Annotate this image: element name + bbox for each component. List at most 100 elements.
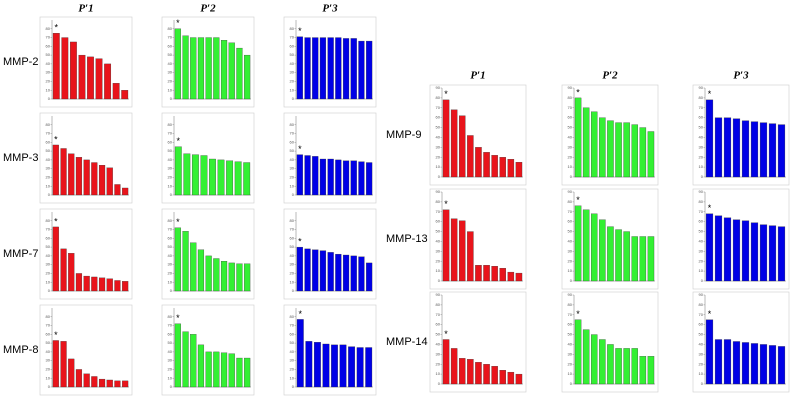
y-tick-label: 40 <box>436 239 441 244</box>
bar <box>350 38 357 100</box>
bar <box>342 160 350 196</box>
bar <box>331 344 338 388</box>
y-tick-label: 70 <box>290 35 295 40</box>
y-tick-label: 80 <box>436 302 441 307</box>
bar <box>197 249 205 292</box>
bar <box>174 28 181 100</box>
y-tick-label: 80 <box>568 302 573 307</box>
bar <box>174 323 181 388</box>
bar <box>705 319 714 385</box>
y-tick-label: 70 <box>436 209 441 214</box>
annotation: * <box>54 216 58 226</box>
y-tick-label: 70 <box>46 323 51 328</box>
y-tick-label: 20 <box>46 175 51 180</box>
y-tick-label: 80 <box>168 218 173 223</box>
y-tick-label: 0 <box>292 96 295 101</box>
annotation: * <box>176 313 180 323</box>
bar <box>319 250 327 292</box>
bar <box>319 37 327 100</box>
annotation: * <box>708 89 712 99</box>
bar <box>777 226 786 282</box>
y-tick-label: 20 <box>290 175 295 180</box>
y-tick-label: 40 <box>168 157 173 162</box>
y-tick-label: 40 <box>568 239 573 244</box>
panel-frame <box>692 84 790 186</box>
bar <box>723 339 732 385</box>
y-tick-label: 30 <box>46 262 51 267</box>
panel-frame <box>283 112 377 204</box>
bar <box>296 246 303 292</box>
bar <box>114 380 121 388</box>
y-tick-label: 60 <box>699 115 704 120</box>
y-tick-label: 10 <box>290 87 295 92</box>
y-tick-label: 30 <box>436 144 441 149</box>
y-tick-label: 0 <box>292 288 295 293</box>
y-tick-label: 90 <box>436 85 441 90</box>
bar <box>305 341 313 388</box>
bar <box>574 319 582 385</box>
y-tick-label: 50 <box>568 125 573 130</box>
bar <box>768 123 777 178</box>
bar <box>750 121 759 178</box>
y-tick-label: 0 <box>570 381 573 386</box>
y-tick-label: 0 <box>570 174 573 179</box>
y-tick-label: 40 <box>46 349 51 354</box>
bar <box>459 358 466 385</box>
bar <box>91 376 98 388</box>
bar <box>705 213 714 282</box>
bar <box>60 148 67 196</box>
bar <box>615 229 622 282</box>
bar <box>723 217 732 282</box>
bar <box>574 205 582 282</box>
y-tick-label: 60 <box>436 115 441 120</box>
y-tick-label: 30 <box>46 358 51 363</box>
y-tick-label: 70 <box>436 105 441 110</box>
y-tick-label: 60 <box>699 322 704 327</box>
y-tick-label: 90 <box>568 189 573 194</box>
y-tick-label: 20 <box>168 271 173 276</box>
y-tick-label: 80 <box>436 95 441 100</box>
y-tick-label: 60 <box>568 322 573 327</box>
row-label: MMP-2 <box>3 56 38 68</box>
bar <box>615 348 622 385</box>
y-tick-label: 70 <box>168 227 173 232</box>
bar <box>450 109 458 178</box>
bar <box>475 147 482 178</box>
bar <box>631 124 638 178</box>
bar <box>607 120 614 178</box>
annotation: * <box>444 329 448 339</box>
bar <box>296 154 303 196</box>
y-tick-label: 50 <box>46 244 51 249</box>
bar <box>459 115 466 178</box>
y-tick-label: 60 <box>290 235 295 240</box>
bar <box>182 331 189 388</box>
y-tick-label: 20 <box>168 79 173 84</box>
bar <box>365 347 373 388</box>
y-tick-label: 80 <box>46 218 51 223</box>
bar <box>112 83 120 100</box>
y-tick-label: 80 <box>699 199 704 204</box>
bar <box>732 341 741 385</box>
y-tick-label: 30 <box>290 70 295 75</box>
y-tick-label: 0 <box>170 96 173 101</box>
y-tick-label: 30 <box>46 166 51 171</box>
y-tick-label: 50 <box>436 229 441 234</box>
y-tick-label: 30 <box>168 166 173 171</box>
bar <box>350 160 357 196</box>
bar <box>183 153 191 196</box>
y-tick-label: 70 <box>46 131 51 136</box>
y-tick-label: 10 <box>168 87 173 92</box>
y-tick-label: 10 <box>46 279 51 284</box>
bar <box>78 54 86 100</box>
bar <box>335 253 342 292</box>
column-title: P′1 <box>78 3 93 15</box>
y-tick-label: 30 <box>568 248 573 253</box>
bar <box>639 356 647 385</box>
annotation: * <box>708 309 712 319</box>
y-tick-label: 80 <box>168 122 173 127</box>
bar <box>182 35 189 100</box>
y-tick-label: 60 <box>46 43 51 48</box>
y-tick-label: 40 <box>46 157 51 162</box>
y-tick-label: 80 <box>46 122 51 127</box>
y-tick-label: 70 <box>46 227 51 232</box>
